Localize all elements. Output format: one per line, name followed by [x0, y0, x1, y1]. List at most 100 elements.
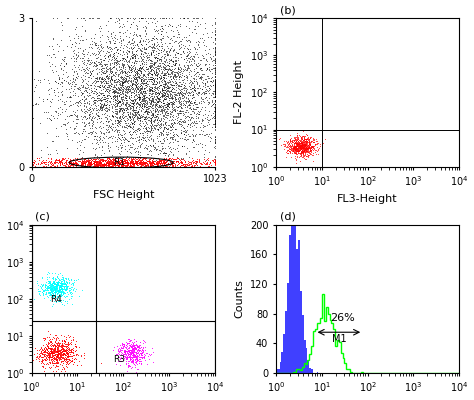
Point [304, 144, 312, 151]
Point [178, 88, 186, 95]
Point [48, 162, 55, 168]
Point [160, 106, 167, 113]
Point [47, 364, 55, 370]
Point [175, 42, 183, 48]
Point [105, 86, 113, 93]
Point [93, 83, 101, 89]
Point [140, 354, 148, 360]
Point [36, 77, 44, 83]
Point [47, 282, 55, 289]
Point [125, 348, 133, 354]
Point [128, 20, 135, 27]
Point [71, 159, 79, 166]
Point [131, 66, 139, 72]
Point [297, 144, 305, 150]
Point [54, 298, 61, 304]
Point [77, 113, 84, 119]
Point [55, 281, 62, 288]
Point [169, 74, 177, 80]
Point [109, 65, 116, 72]
Point [123, 73, 130, 80]
Point [298, 147, 306, 154]
Point [143, 160, 150, 166]
Point [209, 66, 216, 72]
Point [209, 90, 216, 96]
Point [152, 100, 160, 107]
Point [57, 290, 65, 297]
Point [166, 134, 174, 140]
Point [103, 116, 111, 122]
Point [142, 124, 150, 131]
Point [300, 142, 308, 148]
Point [125, 87, 133, 94]
Point [192, 72, 200, 79]
Point [177, 104, 185, 110]
Point [106, 37, 113, 44]
Point [91, 157, 99, 163]
Point [298, 139, 306, 145]
Point [192, 124, 200, 130]
Point [137, 156, 145, 163]
Point [158, 87, 166, 93]
Point [109, 104, 116, 110]
Point [147, 66, 155, 73]
Point [125, 146, 133, 152]
Point [185, 101, 192, 108]
Point [98, 163, 105, 170]
Point [211, 89, 219, 96]
Point [108, 73, 116, 79]
Point [181, 115, 188, 121]
Point [291, 150, 299, 156]
Point [154, 28, 161, 34]
Point [100, 84, 107, 90]
Point [127, 163, 134, 169]
Point [173, 158, 181, 164]
Point [79, 128, 87, 134]
Point [100, 92, 108, 98]
Point [100, 60, 108, 67]
Point [302, 144, 310, 150]
Point [118, 79, 126, 85]
Point [112, 69, 119, 75]
Point [127, 342, 134, 348]
Point [305, 145, 312, 151]
Point [134, 157, 142, 163]
Point [127, 164, 134, 170]
Point [50, 368, 57, 374]
Point [77, 54, 84, 61]
Point [45, 282, 52, 289]
Point [115, 17, 122, 23]
Point [211, 122, 219, 129]
Point [310, 139, 318, 146]
Point [210, 103, 218, 110]
Point [111, 156, 119, 162]
Point [123, 70, 131, 77]
Point [116, 77, 124, 84]
Point [160, 150, 168, 156]
Point [101, 85, 109, 91]
Point [57, 352, 65, 358]
Point [115, 98, 122, 104]
Point [82, 69, 90, 75]
Point [90, 158, 98, 165]
Point [164, 102, 172, 108]
Point [46, 339, 54, 346]
Point [197, 57, 205, 64]
Point [137, 351, 145, 358]
Point [198, 159, 205, 166]
Point [173, 164, 181, 170]
Point [159, 81, 167, 87]
Point [143, 66, 151, 72]
Point [184, 131, 192, 138]
Point [66, 156, 74, 162]
Point [57, 344, 64, 350]
Point [132, 345, 140, 352]
Point [41, 348, 48, 354]
Point [113, 160, 120, 166]
Point [211, 139, 219, 145]
Point [154, 122, 161, 128]
Point [63, 364, 71, 370]
Point [136, 342, 144, 349]
Point [177, 121, 185, 127]
Point [152, 96, 159, 102]
